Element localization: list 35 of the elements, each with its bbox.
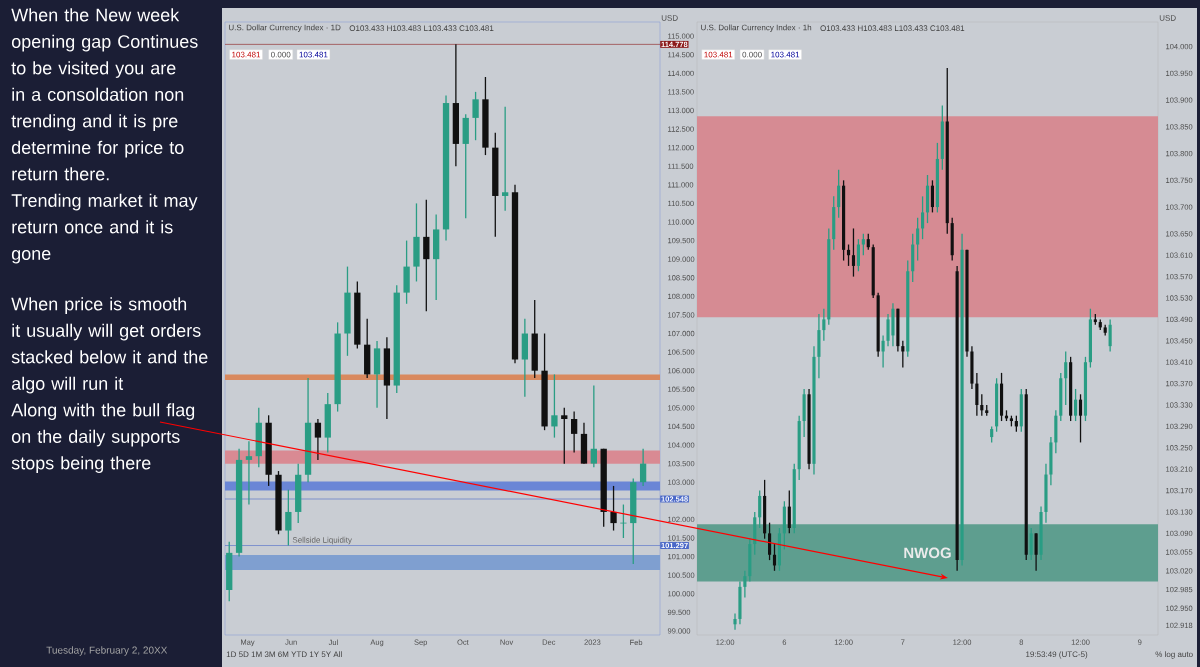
annotation: 103.481: [771, 51, 800, 58]
candlestick: [619, 503, 627, 539]
text: % log auto: [1155, 651, 1193, 659]
candlestick: [344, 265, 351, 357]
text: Trending market it may return once and it is gone: [11, 193, 198, 264]
text: 1D 5D 1M 3M 6M YTD 1Y 5Y All: [226, 651, 342, 658]
candlestick: [285, 489, 292, 547]
chart-subtitle: O103.433 H103.483 L103.433 C103.481: [349, 25, 494, 31]
candlestick: [551, 373, 558, 439]
annotation: Sellside Liquidity: [292, 536, 352, 545]
text: Tuesday, February 2, 20XX: [46, 646, 168, 656]
candlestick: [472, 91, 479, 141]
text: 19:53:49 (UTC-5): [1026, 651, 1088, 659]
candlestick: [610, 485, 617, 532]
text: When price is smooth it usually will get orders stacked below it and the algo will run it: [11, 297, 208, 394]
band-label: NWOG: [904, 547, 951, 559]
candlestick: [413, 202, 420, 283]
annotation: 0.000: [271, 51, 291, 58]
candlestick: [482, 76, 489, 156]
candlestick: [403, 239, 410, 305]
chart-title: U.S. Dollar Currency Index · 1D: [228, 24, 341, 32]
candlestick: [541, 332, 548, 431]
candlestick: [334, 321, 341, 413]
text: USD: [661, 15, 678, 21]
annotation: 103.481: [299, 51, 328, 58]
annotation: 103.481: [704, 51, 733, 58]
candlestick: [265, 414, 272, 487]
text: When the New week opening gap Continues to be visited you are in a consoldation non trending and it is pre determine for price to return there.: [11, 8, 198, 181]
chart-subtitle: O103.433 H103.483 L103.433 C103.481: [820, 25, 965, 31]
annotation: 103.481: [232, 51, 261, 58]
annotation: 0.000: [742, 51, 762, 58]
text: Along with the bull flag on the daily supports stops being there: [11, 403, 195, 473]
text: USD: [1159, 15, 1176, 21]
chart-title: U.S. Dollar Currency Index · 1h: [701, 24, 812, 32]
candlestick: [275, 470, 282, 535]
